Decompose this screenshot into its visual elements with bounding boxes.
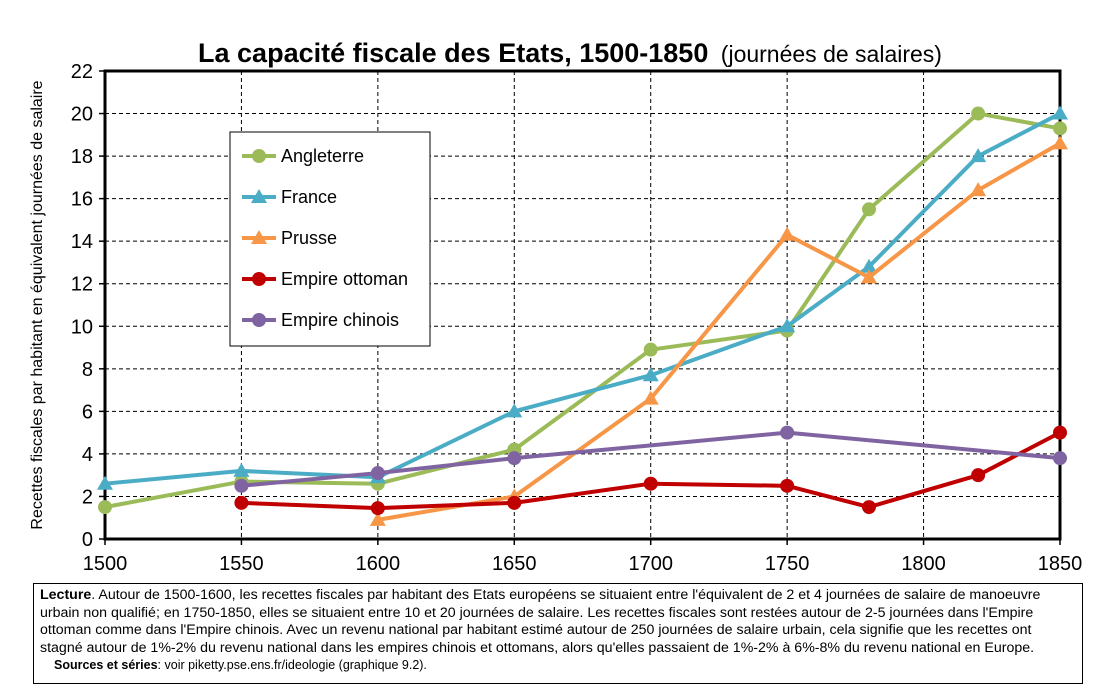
angleterre-point [1053,121,1067,136]
legend-label-empire-ottoman: Empire ottoman [281,269,408,289]
empire-ottoman-point [234,495,249,510]
france-point [1052,105,1068,120]
y-tick-label: 22 [71,61,93,83]
prusse-point [1052,135,1068,150]
y-tick-label: 14 [71,231,93,253]
angleterre-point [862,202,876,217]
sources-text: : voir piketty.pse.ens.fr/ideologie (gra… [157,658,427,673]
empire-chinois-point [234,478,249,493]
legend-label-empire-chinois: Empire chinois [281,310,399,330]
empire-ottoman-point [862,500,876,515]
x-tick-label: 1750 [765,553,810,575]
france-point [506,403,523,418]
legend-marker-angleterre [252,149,266,163]
series-empire-chinois [234,425,1067,493]
x-tick-label: 1800 [901,553,946,575]
chart-title: La capacité fiscale des Etats, 1500-1850… [198,38,942,68]
caption-box: Lecture. Autour de 1500-1600, les recett… [33,583,1083,684]
empire-ottoman-point [507,495,522,510]
empire-ottoman-line [241,430,1061,511]
empire-chinois-point [507,451,522,466]
tax-capacity-chart: La capacité fiscale des Etats, 1500-1850… [29,38,1083,575]
x-tick-label: 1850 [1038,553,1083,575]
plot-area [103,69,1062,541]
x-tick-label: 1550 [219,553,264,575]
legend-label-angleterre: Angleterre [281,146,364,166]
y-tick-label: 18 [71,146,93,168]
y-axis-label: Recettes fiscales par habitant en équiva… [29,80,46,529]
series-empire-ottoman [234,425,1067,516]
y-axis: 0 2 4 6 8 10 12 14 16 18 20 22 [71,61,105,551]
empire-chinois-point [370,466,385,481]
prusse-point [779,226,796,241]
prusse-point [861,269,877,284]
legend-label-france: France [281,187,337,207]
series-france [97,105,1068,490]
france-point [779,318,796,333]
y-tick-label: 20 [71,104,93,126]
legend-marker-prusse [251,230,267,244]
france-point [233,462,250,477]
y-tick-label: 8 [82,359,93,381]
chart-title-main: La capacité fiscale des Etats, 1500-1850 [198,38,708,68]
empire-ottoman-point [643,476,658,491]
empire-ottoman-point [780,478,795,493]
legend-marker-france [251,189,267,203]
angleterre-point [643,342,658,357]
empire-ottoman-point [1053,425,1067,440]
legend-marker-empire-ottoman [252,272,266,286]
angleterre-point [98,500,112,515]
caption-sources: Sources et séries: voir piketty.pse.ens.… [54,658,427,672]
x-tick-label: 1700 [628,553,673,575]
series-prusse [369,135,1068,526]
sources-label: Sources et séries [54,658,158,673]
x-tick-label: 1650 [492,553,537,575]
france-point [861,258,877,273]
empire-chinois-point [780,425,795,440]
empire-ottoman-point [971,468,986,483]
x-tick-label: 1600 [356,553,401,575]
series-group [97,105,1068,526]
y-tick-label: 0 [82,529,93,551]
y-tick-label: 12 [71,274,93,296]
angleterre-point [971,106,986,121]
prusse-point [369,511,386,526]
y-tick-label: 6 [82,401,93,423]
y-tick-label: 2 [82,486,93,508]
prusse-point [970,182,987,197]
france-point [97,475,113,490]
empire-chinois-point [1053,451,1067,466]
france-point [970,148,987,163]
chart-subtitle: (journées de salaires) [721,41,942,67]
y-tick-label: 10 [71,316,93,338]
empire-ottoman-point [370,501,385,516]
y-tick-label: 4 [82,444,93,466]
caption-lead-label: Lecture [40,587,92,603]
prusse-point [642,390,659,405]
y-tick-label: 16 [71,189,93,211]
caption-text: . Autour de 1500-1600, les recettes fisc… [40,587,1041,656]
x-axis: 1500 1550 1600 1650 1700 1750 1800 1850 [83,539,1083,575]
legend-label-prusse: Prusse [281,228,337,248]
france-point [642,367,659,382]
legend: Angleterre France Prusse Empire ottoman Empi… [229,131,431,347]
legend-marker-empire-chinois [252,313,266,327]
x-tick-label: 1500 [83,553,128,575]
